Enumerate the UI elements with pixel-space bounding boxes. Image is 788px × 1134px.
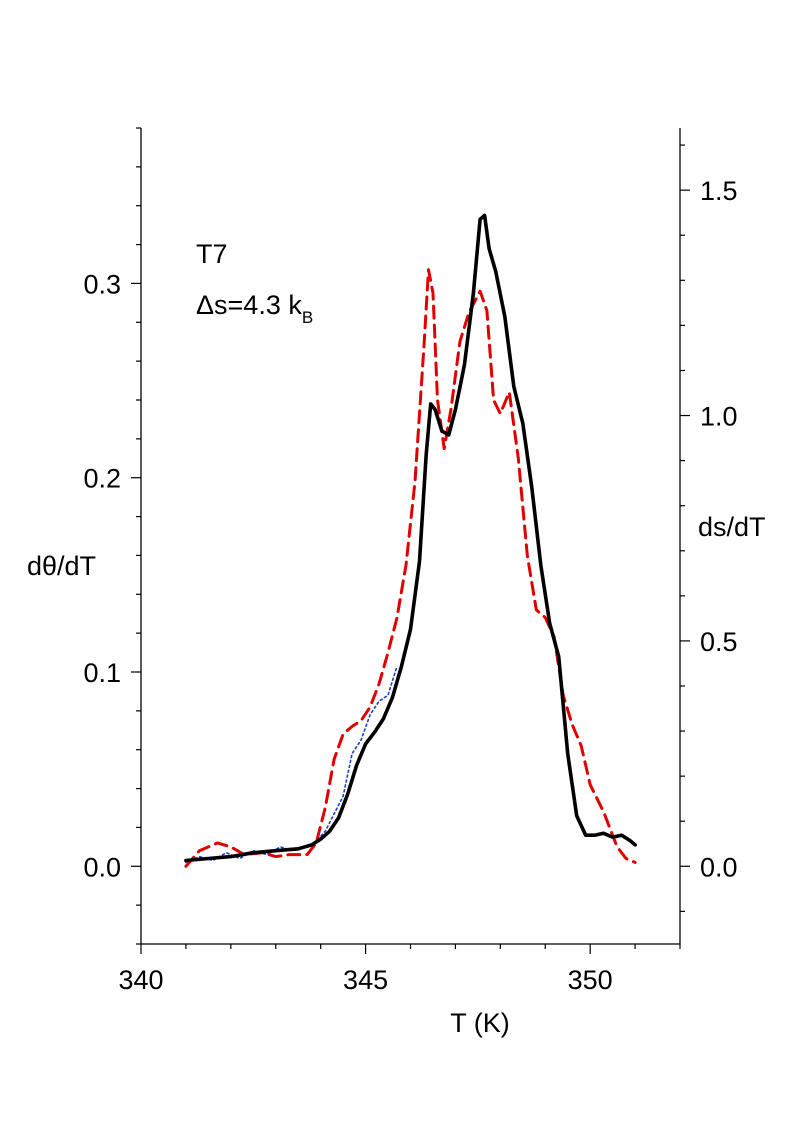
y-right-tick-label: 0.5 <box>700 627 738 657</box>
y-right-tick-label: 1.5 <box>700 176 738 206</box>
x-tick-label: 350 <box>568 965 613 995</box>
x-axis-label: T (K) <box>450 1008 510 1038</box>
series-line-solid <box>184 213 637 863</box>
y-left-tick-label: 0.2 <box>83 464 121 494</box>
x-tick-label: 340 <box>118 965 163 995</box>
axes: 340 345 350 0.0 0.1 0.2 0.3 0.0 0.5 1.0 1.5 <box>83 127 738 995</box>
y-right-tick-label: 1.0 <box>700 402 738 432</box>
y-left-tick-label: 0.0 <box>83 852 121 882</box>
series-line-dotted <box>185 665 398 864</box>
y-left-tick-label: 0.3 <box>83 269 121 299</box>
annotation-entropy-subscript: B <box>302 308 313 327</box>
series-line-dashed <box>184 268 637 868</box>
plot-area <box>184 213 637 868</box>
y-left-tick-label: 0.1 <box>83 658 121 688</box>
x-tick-label: 345 <box>343 965 388 995</box>
y-axis-right-label: ds/dT <box>698 512 766 542</box>
y-axis-left-label: dθ/dT <box>27 551 96 581</box>
y-right-tick-label: 0.0 <box>700 852 738 882</box>
annotation-title: T7 <box>196 239 228 269</box>
annotation-entropy: Δs=4.3 kB <box>196 290 313 327</box>
annotation-entropy-text: Δs=4.3 k <box>196 290 302 320</box>
